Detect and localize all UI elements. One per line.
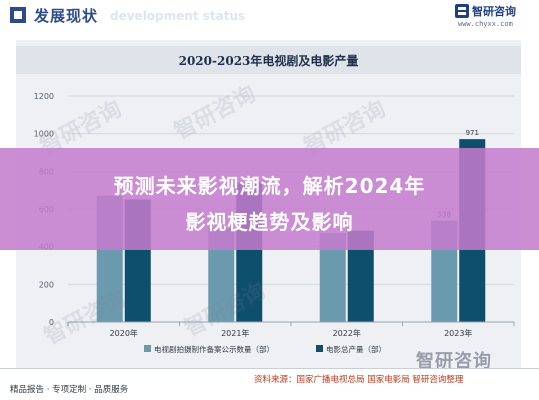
watermark-bottom: 智研咨询 [416,351,492,372]
headline-line-2: 影视梗趋势及影响 [185,210,354,234]
brand-name: 智研咨询 [472,5,516,18]
section-subtitle-ghost: development status [110,9,246,23]
legend-label: 电影总产量（部） [326,344,386,354]
brand-url: www.chyxx.com [458,20,513,28]
brand-logo-icon [455,4,469,18]
legend-swatch [144,345,151,352]
headline-line-1: 预测未来影视潮流，解析2024年 [113,174,426,198]
legend-label: 电视剧拍摄制作备案公示数量（部） [154,344,274,354]
x-tick-label: 2020年 [110,328,138,338]
x-tick-label: 2022年 [333,328,361,338]
section-marker-icon [10,7,26,23]
x-tick-label: 2023年 [444,328,472,338]
y-tick-label: 1000 [34,130,54,139]
section-title: 发展现状 [34,7,99,25]
x-tick-label: 2021年 [221,328,249,338]
y-tick-label: 1200 [34,92,54,101]
y-tick-label: 200 [39,280,54,289]
chart-title-box [16,46,521,74]
footer-divider [0,368,539,369]
legend-swatch [316,345,323,352]
footer-source: 资料来源：国家广播电视总局 国家电影局 智研咨询整理 [254,375,464,385]
y-tick-label: 0 [49,318,54,327]
chart-title: 2020-2023年电视剧及电影产量 [178,54,359,68]
footer-tagline: 精品报告 · 专项定制 · 品质服务 [10,385,129,395]
data-label: 971 [466,129,479,137]
page-header: 发展现状 development status 智研咨询 www.chyxx.c… [0,0,539,34]
headline-overlay-band [0,148,539,250]
